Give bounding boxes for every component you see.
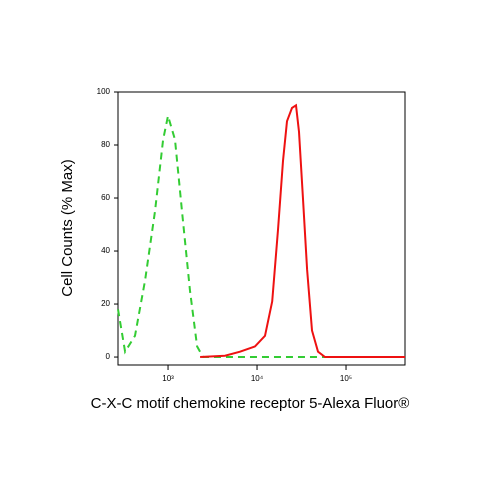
y-tick-label: 60 (101, 193, 110, 202)
series-line (117, 115, 405, 358)
y-tick-label: 40 (101, 246, 110, 255)
x-axis-label: C-X-C motif chemokine receptor 5-Alexa F… (91, 395, 410, 412)
y-tick-label: 20 (101, 299, 110, 308)
y-tick-label: 0 (106, 352, 111, 361)
y-tick-label: 80 (101, 140, 110, 149)
x-tick-label: 10⁵ (340, 374, 352, 383)
x-tick-label: 10³ (162, 374, 174, 383)
x-tick-label: 10⁴ (251, 374, 264, 383)
y-axis-label: Cell Counts (% Max) (59, 159, 76, 297)
y-tick-label: 100 (97, 87, 111, 96)
series-line (200, 103, 405, 358)
plot-frame (117, 91, 406, 366)
